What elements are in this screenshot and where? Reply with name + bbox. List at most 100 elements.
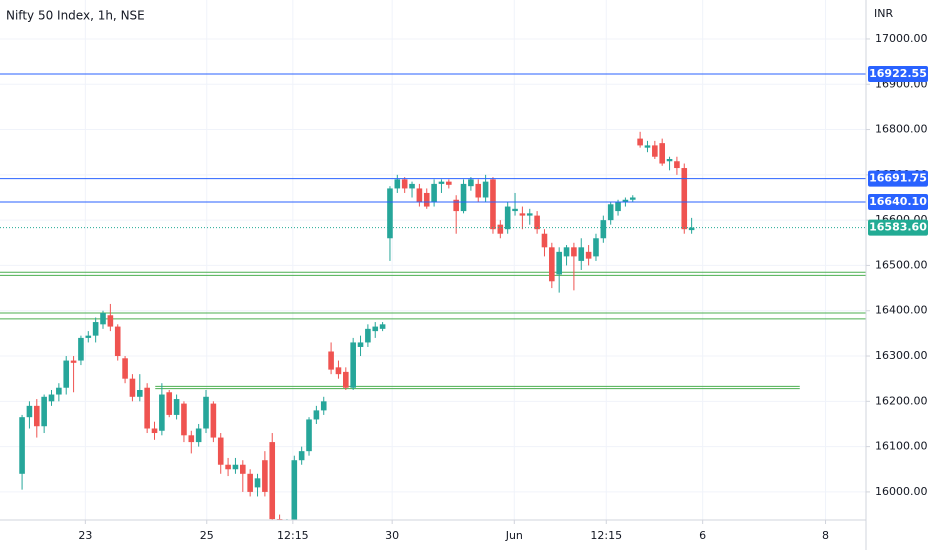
candle-body: [468, 179, 474, 187]
candle-body: [122, 358, 128, 379]
candle-body: [188, 435, 195, 443]
candle-body: [674, 161, 680, 169]
candle-body: [578, 247, 585, 261]
candle-body: [269, 442, 276, 520]
candle-body: [585, 251, 592, 259]
candle-body: [70, 360, 77, 363]
candle-body: [453, 199, 459, 212]
candle-body: [512, 208, 518, 212]
candle-body: [313, 410, 320, 420]
candle-body: [666, 158, 673, 162]
candle-body: [571, 247, 577, 257]
candle-body: [416, 188, 423, 203]
chart-title: Nifty 50 Index, 1h, NSE: [6, 9, 145, 23]
candle-body: [217, 437, 224, 465]
candle-body: [504, 206, 511, 230]
candle-body: [394, 179, 401, 189]
candle-body: [240, 464, 246, 474]
candle-body: [409, 183, 415, 189]
candle-body: [475, 183, 482, 198]
candle-body: [85, 335, 92, 338]
candle-body: [306, 419, 312, 452]
candle-body: [343, 371, 349, 388]
candle-body: [232, 464, 239, 470]
candle-body: [600, 220, 607, 239]
candle-body: [166, 392, 173, 415]
candle-body: [688, 227, 695, 231]
candle-body: [203, 396, 209, 429]
x-tick-label: 6: [699, 529, 706, 542]
candle-body: [335, 367, 342, 375]
candle-body: [541, 233, 548, 248]
candle-body: [365, 328, 371, 343]
candle-body: [195, 428, 202, 443]
candle-body: [100, 312, 106, 325]
candle-body: [438, 181, 445, 184]
candle-body: [136, 390, 143, 397]
price-label: 16640.10: [869, 195, 927, 208]
candle-body: [423, 192, 430, 207]
candle-body: [379, 324, 386, 329]
candle-body: [26, 405, 33, 418]
candle-body: [247, 473, 253, 492]
candle-body: [262, 460, 268, 492]
candle-body: [387, 188, 393, 239]
candle-body: [114, 326, 121, 357]
candle-body: [549, 247, 555, 282]
candle-body: [607, 204, 614, 221]
candle-body: [460, 183, 467, 212]
candle-body: [63, 360, 70, 388]
x-tick-label: 23: [78, 529, 92, 542]
candle-body: [19, 417, 25, 474]
candle-body: [92, 322, 99, 336]
y-tick-label: 16400.00: [875, 304, 928, 317]
axis-unit: INR: [874, 7, 893, 20]
y-tick-label: 16300.00: [875, 349, 928, 362]
price-label-box: [868, 66, 928, 83]
candle-body: [151, 428, 158, 434]
candle-body: [328, 351, 334, 370]
candle-body: [78, 337, 84, 361]
candle-body: [41, 396, 47, 427]
candle-body: [350, 342, 356, 388]
candle-body: [526, 213, 533, 216]
candle-body: [107, 315, 114, 327]
candle-body: [401, 179, 408, 189]
candle-body: [482, 181, 489, 198]
candle-body: [181, 403, 187, 436]
price-label: 16922.55: [869, 67, 927, 80]
price-label: 16583.60: [869, 221, 927, 234]
y-tick-label: 16000.00: [875, 485, 928, 498]
x-tick-label: 25: [200, 529, 214, 542]
candle-body: [33, 405, 40, 427]
y-tick-label: 16100.00: [875, 440, 928, 453]
candle-body: [431, 183, 437, 203]
candle-body: [644, 145, 651, 148]
candle-body: [320, 401, 327, 411]
candle-body: [159, 394, 165, 431]
x-tick-label: 30: [385, 529, 399, 542]
candle-body: [56, 387, 62, 395]
candle-body: [210, 403, 217, 438]
candle-body: [652, 145, 658, 157]
candle-body: [556, 251, 562, 275]
candle-body: [254, 478, 261, 488]
plot-area: [0, 0, 866, 520]
price-label: 16691.75: [869, 172, 927, 185]
candle-body: [48, 394, 55, 402]
candle-body: [497, 224, 504, 234]
y-tick-label: 16800.00: [875, 123, 928, 136]
candle-body: [629, 197, 636, 200]
candle-body: [593, 238, 599, 257]
candle-body: [291, 460, 298, 520]
candle-body: [622, 199, 629, 203]
candle-body: [173, 399, 180, 415]
candle-body: [129, 378, 136, 397]
x-tick-label: Jun: [505, 529, 523, 542]
candle-body: [446, 181, 452, 185]
candle-body: [144, 387, 150, 429]
candle-body: [490, 179, 496, 230]
candle-body: [357, 342, 364, 347]
candle-body: [681, 168, 688, 230]
